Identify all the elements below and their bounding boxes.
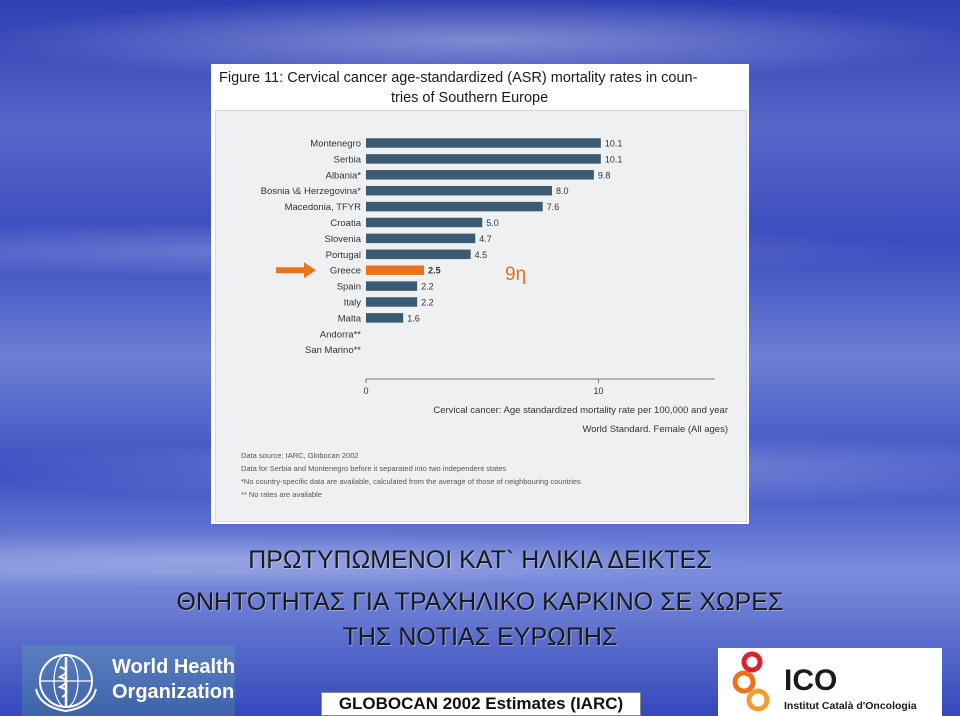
bar [366, 185, 552, 196]
headline-line1: ΠΡΩΤΥΠΩΜΕΝΟΙ ΚΑΤ` ΗΛΙΚΙΑ ΔΕΙΚΤΕΣ [248, 546, 712, 574]
bar [366, 249, 471, 260]
rank-annotation: 9η [505, 264, 527, 285]
bar [366, 265, 425, 275]
category-label: Croatia [330, 218, 361, 229]
figure-panel: Figure 11: Cervical cancer age-standardi… [211, 64, 749, 524]
source-label: GLOBOCAN 2002 Estimates (IARC) [321, 692, 641, 716]
who-name: World Health Organization [112, 655, 235, 705]
bar-value-label: 9.8 [598, 170, 611, 180]
bar [366, 297, 418, 307]
figure-title-line2: tries of Southern Europe [391, 90, 549, 106]
bar-value-label: 10.1 [605, 139, 623, 149]
category-label: Italy [344, 298, 362, 309]
category-label: San Marino** [305, 345, 361, 356]
bar-value-label: 2.2 [421, 282, 434, 292]
category-label: Slovenia [325, 234, 362, 245]
bar-value-label: 4.7 [479, 234, 492, 244]
bar [366, 170, 594, 180]
category-label: Albania* [326, 170, 362, 181]
figure-title: Figure 11: Cervical cancer age-standardi… [219, 68, 747, 108]
category-label: Montenegro [310, 139, 361, 150]
bar-value-label: 10.1 [605, 154, 623, 164]
bar [366, 281, 418, 291]
ico-subtitle: Institut Català d'Oncologia [784, 700, 917, 712]
bar-value-label: 5.0 [486, 218, 499, 228]
category-label: Malta [338, 313, 362, 324]
bar-value-label: 1.6 [407, 313, 420, 323]
category-label: Spain [337, 282, 361, 293]
category-label: Macedonia, TFYR [285, 202, 362, 213]
category-label: Andorra** [320, 329, 361, 340]
category-label: Bosnia \& Herzegovina* [261, 186, 362, 197]
ico-name: ICO [784, 664, 838, 697]
category-label: Greece [330, 266, 361, 277]
headline-line3: ΤΗΣ ΝΟΤΙΑΣ ΕΥΡΩΠΗΣ [342, 623, 618, 651]
bar [366, 154, 601, 164]
highlight-arrow-icon [276, 262, 316, 279]
ico-emblem-icon [732, 651, 770, 712]
bar [366, 233, 476, 244]
x-tick-label: 0 [363, 386, 368, 396]
who-name-line2: Organization [112, 681, 235, 703]
note-no-country-data: *No country-specific data are available,… [241, 477, 581, 486]
figure-title-line1: Figure 11: Cervical cancer age-standardi… [219, 70, 698, 86]
bar-value-label: 4.5 [475, 250, 488, 260]
note-serbia: Data for Serbia and Montenegro before it… [241, 464, 507, 473]
x-axis-title-line1: Cervical cancer: Age standardized mortal… [433, 405, 728, 416]
category-label: Portugal [326, 250, 361, 261]
x-tick-label: 10 [593, 386, 603, 396]
headline-line2: ΘΝΗΤΟΤΗΤΑΣ ΓΙΑ ΤΡΑΧΗΛΙΚΟ ΚΑΡΚΙΝΟ ΣΕ ΧΩΡΕ… [176, 588, 784, 616]
note-no-rates: ** No rates are available [241, 490, 322, 499]
bar [366, 201, 543, 212]
who-name-line1: World Health [112, 656, 235, 678]
bar-value-label: 8.0 [556, 186, 569, 196]
chart-area: 0 10 Montenegro 10.1 Serbia 10.1 Albania* 9.8 Bo… [215, 110, 747, 522]
who-logo: World Health Organization [22, 645, 235, 716]
x-axis-title-line2: World Standard. Female (All ages) [582, 424, 728, 435]
bar [366, 138, 601, 148]
bar [366, 217, 483, 228]
bar-chart: 0 10 Montenegro 10.1 Serbia 10.1 Albania* 9.8 Bo… [261, 138, 728, 435]
note-source: Data source: IARC, Globocan 2002 [241, 451, 359, 460]
bar-value-label: 7.6 [547, 202, 560, 212]
who-emblem-icon [35, 654, 97, 713]
bar-value-label: 2.2 [421, 298, 434, 308]
bar [366, 313, 404, 323]
bar-value-label: 2.5 [428, 266, 441, 276]
category-label: Serbia [334, 154, 362, 165]
ico-logo: ICO Institut Català d'Oncologia [718, 648, 942, 716]
